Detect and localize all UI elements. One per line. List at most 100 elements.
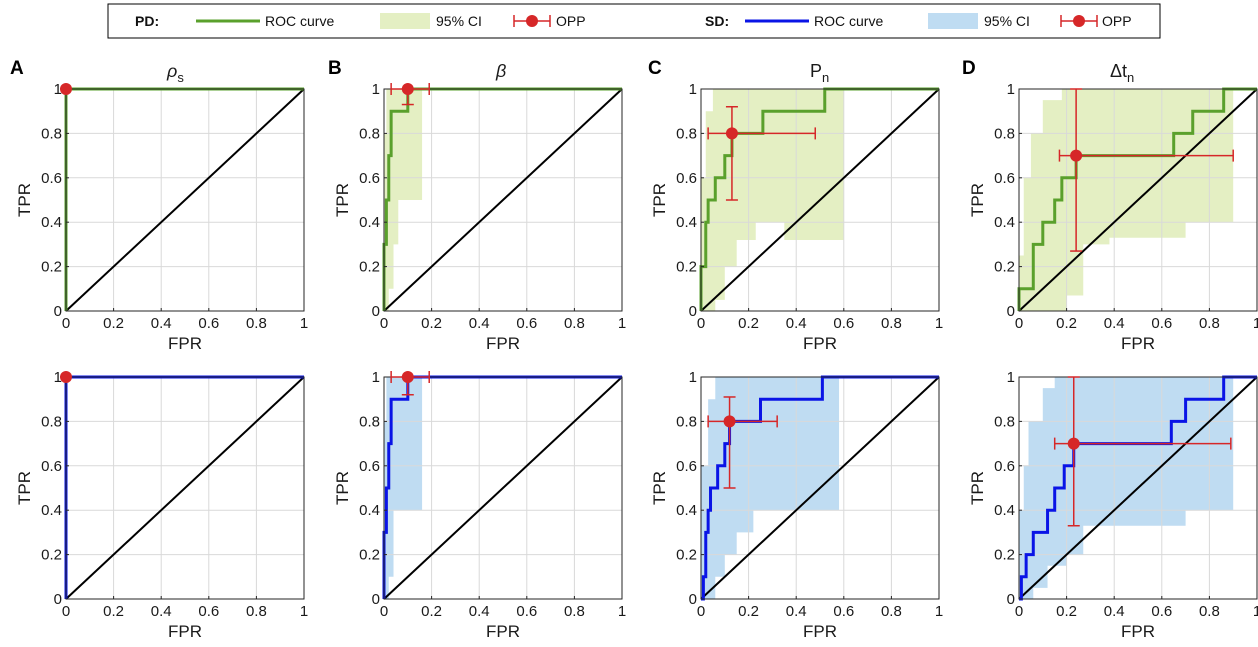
x-tick-label: 0.6 (833, 315, 854, 332)
y-tick-label: 0.2 (41, 547, 62, 564)
x-tick-label: 0.6 (516, 603, 537, 620)
x-tick-label: 0.6 (1151, 603, 1172, 620)
opp-point (401, 83, 414, 95)
opp-marker (60, 371, 72, 383)
opp-marker (390, 83, 430, 106)
x-tick-label: 0 (697, 603, 705, 620)
chance-diagonal (700, 376, 940, 600)
legend-pd-opp-marker (513, 15, 551, 27)
legend-pd-label: PD: (135, 13, 159, 29)
opp-point (60, 83, 72, 95)
panel-sd-a: 0 0.2 0.4 0.6 0.8 1 0 0.2 0.4 0.6 0.8 1 FPR TPR (15, 369, 308, 641)
y-tick-label: 0.6 (359, 458, 380, 475)
x-tick-label: 1 (1253, 603, 1258, 620)
x-tick-label: 0.4 (151, 315, 172, 332)
roc-curve (1019, 375, 1257, 601)
y-tick-label: 0.6 (676, 170, 697, 187)
legend-pd-opp-label: OPP (556, 13, 586, 29)
x-axis-label: FPR (168, 334, 202, 353)
x-tick-label: 0.6 (1151, 315, 1172, 332)
opp-marker (390, 371, 430, 396)
y-tick-label: 1 (689, 369, 697, 386)
y-axis-label: TPR (650, 183, 669, 217)
legend-box (107, 3, 1161, 39)
legend-pd-ci-label: 95% CI (436, 13, 482, 29)
x-tick-label: 0 (62, 315, 70, 332)
axes-box (65, 376, 305, 600)
x-tick-label: 1 (935, 315, 943, 332)
y-tick-label: 0.4 (359, 214, 380, 231)
chance-diagonal (1018, 88, 1258, 312)
y-tick-label: 0.2 (41, 259, 62, 276)
x-tick-label: 0.8 (1199, 603, 1220, 620)
opp-point (401, 371, 414, 383)
x-tick-label: 1 (300, 603, 308, 620)
x-axis-label: FPR (803, 334, 837, 353)
y-axis-label: TPR (968, 471, 987, 505)
x-tick-label: 0.6 (198, 315, 219, 332)
x-axis-label: FPR (168, 622, 202, 641)
opp-point (723, 415, 736, 428)
x-tick-label: 0.2 (421, 315, 442, 332)
panel-title-a-main: ρ (166, 61, 177, 81)
panel-pd-c: 0 0.2 0.4 0.6 0.8 1 0 0.2 0.4 0.6 0.8 1 FPR TPR (650, 81, 943, 353)
y-tick-label: 0 (54, 303, 62, 320)
y-tick-label: 0.4 (994, 214, 1015, 231)
y-axis-label: TPR (968, 183, 987, 217)
panel-pd-d: 0 0.2 0.4 0.6 0.8 1 0 0.2 0.4 0.6 0.8 1 FPR TPR (968, 81, 1258, 353)
x-tick-label: 0.4 (151, 603, 172, 620)
legend-pd-ci-swatch (380, 13, 430, 29)
y-tick-label: 1 (689, 81, 697, 98)
x-tick-label: 0.8 (881, 603, 902, 620)
y-tick-label: 0.2 (676, 259, 697, 276)
panel-letter-c: C (648, 58, 662, 79)
x-tick-label: 0.8 (564, 603, 585, 620)
legend: PD: ROC curve 95% CI OPP SD: ROC curve 9… (107, 3, 1161, 39)
y-tick-label: 0.2 (359, 547, 380, 564)
y-tick-label: 0.6 (994, 170, 1015, 187)
x-tick-label: 1 (1253, 315, 1258, 332)
chance-diagonal (1018, 376, 1258, 600)
x-tick-label: 0.4 (786, 603, 807, 620)
y-axis-label: TPR (15, 183, 34, 217)
opp-marker (1058, 88, 1234, 252)
panel-pd-a: 0 0.2 0.4 0.6 0.8 1 0 0.2 0.4 0.6 0.8 1 FPR TPR (15, 81, 308, 353)
chance-diagonal (65, 376, 305, 600)
y-axis-label: TPR (15, 471, 34, 505)
legend-opp-dot (526, 15, 538, 27)
x-tick-label: 0.4 (786, 315, 807, 332)
legend-sd-roc-label: ROC curve (814, 13, 883, 29)
y-tick-label: 1 (372, 81, 380, 98)
x-tick-label: 0 (1015, 315, 1023, 332)
y-tick-label: 0.8 (676, 125, 697, 142)
opp-marker (1053, 376, 1232, 527)
legend-pd-roc-label: ROC curve (265, 13, 334, 29)
legend-opp-dot (1073, 15, 1085, 27)
opp-point (725, 127, 738, 140)
axes-box (700, 88, 940, 312)
x-tick-label: 0.4 (469, 603, 490, 620)
x-tick-label: 0.4 (1104, 603, 1125, 620)
panel-sd-d: 0 0.2 0.4 0.6 0.8 1 0 0.2 0.4 0.6 0.8 1 FPR TPR (968, 369, 1258, 641)
y-tick-label: 0 (54, 591, 62, 608)
y-tick-label: 0.2 (359, 259, 380, 276)
x-tick-label: 0.2 (738, 603, 759, 620)
x-tick-label: 0.2 (103, 603, 124, 620)
x-tick-label: 0.4 (1104, 315, 1125, 332)
opp-marker (60, 83, 72, 95)
panel-letter-d: D (962, 58, 976, 79)
y-tick-label: 1 (372, 369, 380, 386)
y-tick-label: 0.4 (994, 502, 1015, 519)
x-tick-label: 0.6 (198, 603, 219, 620)
axes-box (383, 88, 623, 312)
x-axis-label: FPR (486, 334, 520, 353)
panels: 0 0.2 0.4 0.6 0.8 1 0 0.2 0.4 0.6 0.8 1 FPR TPR 0 0.2 0.… (15, 81, 1258, 641)
y-axis-label: TPR (333, 183, 352, 217)
x-tick-label: 1 (618, 603, 626, 620)
y-tick-label: 0.4 (41, 214, 62, 231)
x-axis-label: FPR (1121, 334, 1155, 353)
x-axis-label: FPR (803, 622, 837, 641)
y-tick-label: 0.6 (676, 458, 697, 475)
y-tick-label: 0.6 (41, 170, 62, 187)
panel-title-c: Pn (810, 61, 829, 85)
